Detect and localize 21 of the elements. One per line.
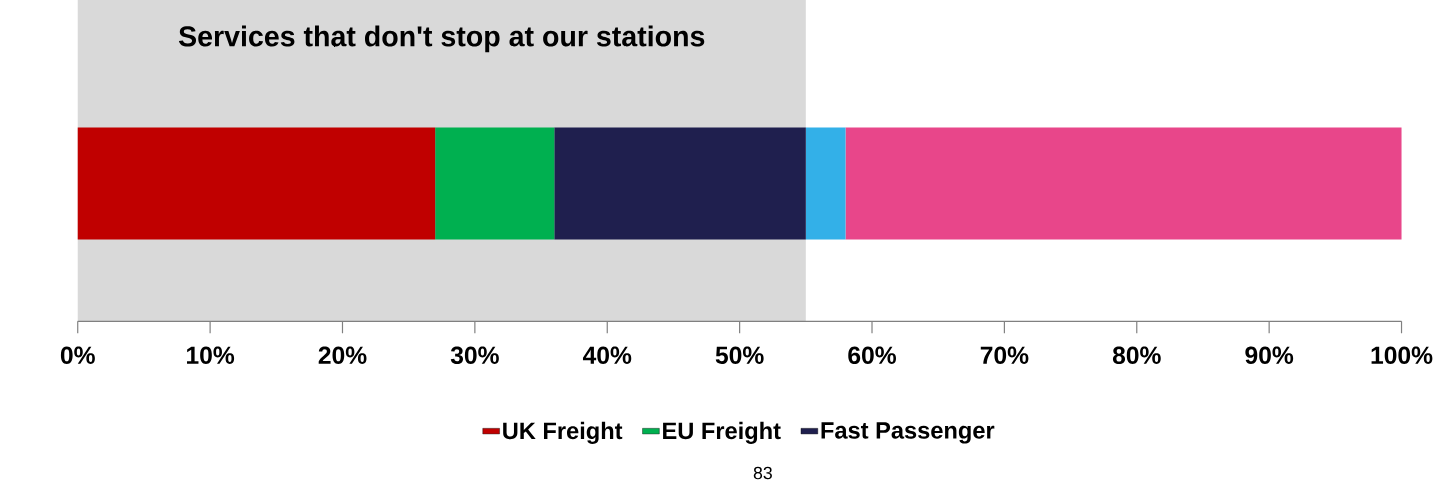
x-tick-label: 100% xyxy=(1371,346,1433,364)
x-tick-label: 80% xyxy=(1112,346,1161,364)
legend-label: Fast Passenger xyxy=(821,422,995,444)
x-tick-label: 70% xyxy=(980,346,1029,364)
x-tick-label: 30% xyxy=(450,346,499,364)
x-tick-label: 10% xyxy=(187,346,235,364)
x-tick-label: 40% xyxy=(582,346,632,364)
legend-label: UK Freight xyxy=(503,421,623,444)
x-tick-label: 90% xyxy=(1245,346,1294,364)
bar xyxy=(77,127,436,240)
bar xyxy=(845,127,1402,240)
text: 83 xyxy=(753,466,772,480)
band-label: Services that don't stop at our stations xyxy=(178,25,705,52)
x-tick-label: 50% xyxy=(715,346,764,364)
bar xyxy=(805,127,846,240)
x-tick-label: 60% xyxy=(848,346,896,364)
bar xyxy=(435,127,555,240)
legend-label: EU Freight xyxy=(663,421,781,444)
bar xyxy=(554,127,806,240)
x-tick-label: 0% xyxy=(60,346,95,364)
x-tick-label: 20% xyxy=(318,346,367,364)
